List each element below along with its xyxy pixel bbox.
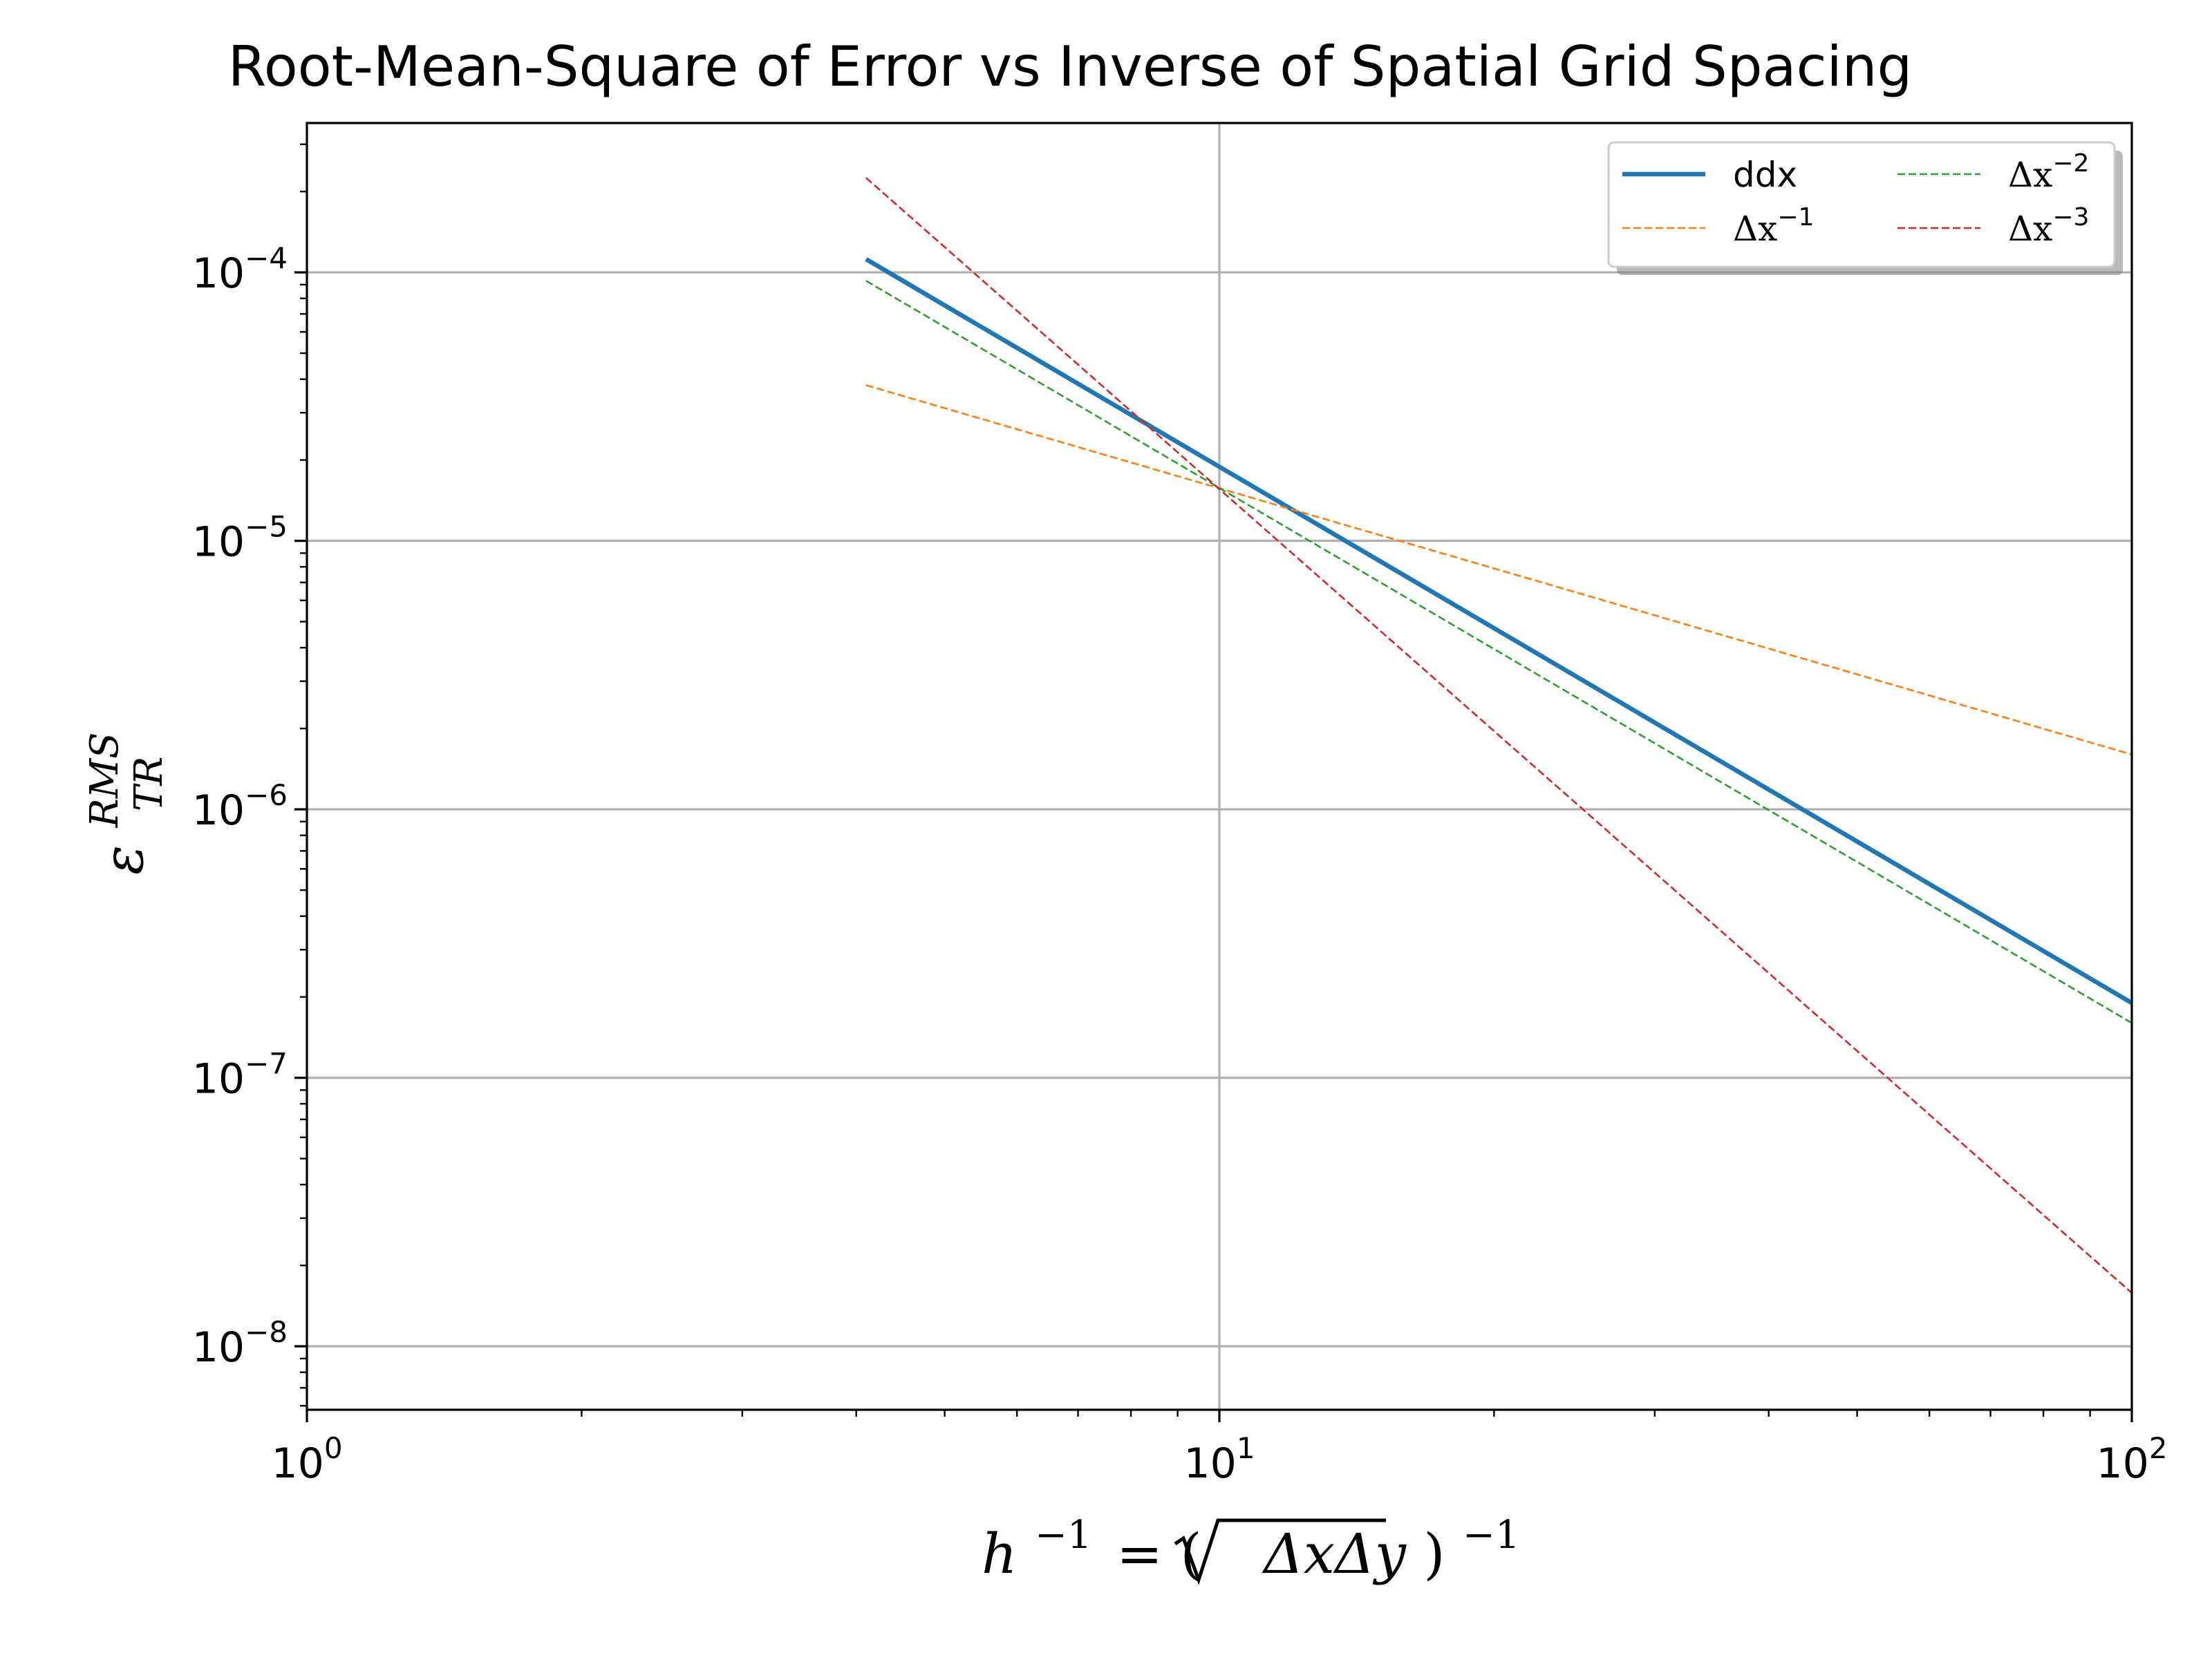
legend-label-exp-3: −3 [2052, 203, 2089, 232]
series-line-3 [865, 177, 2133, 1294]
y-tick-label-base-2: 10 [192, 786, 245, 835]
x-axis-label-exp: −1 [1463, 1513, 1520, 1558]
y-tick-label-base-0: 10 [192, 1323, 245, 1372]
y-axis-label-epsilon: ε [91, 845, 156, 875]
y-tick-label-3: 10−5 [192, 510, 288, 567]
x-tick-label-base-0: 10 [271, 1439, 324, 1488]
x-axis-label: h −1 = ( ΔxΔy ) −1 [982, 1513, 1520, 1586]
y-tick-label-base-4: 10 [192, 249, 245, 298]
series-line-2 [865, 280, 2133, 1024]
legend-label-base-0: ddx [1733, 155, 1797, 195]
legend-label-1: Δx−1 [1733, 203, 1814, 249]
y-tick-label-1: 10−7 [192, 1047, 288, 1104]
sqrt-sign [1174, 1518, 1386, 1585]
y-tick-label-2: 10−6 [192, 778, 288, 835]
chart-title: Root-Mean-Square of Error vs Inverse of … [228, 35, 1913, 99]
y-axis-label-sup: RMS [82, 733, 127, 829]
x-tick-label-base-1: 10 [1183, 1439, 1236, 1488]
y-tick-label-exp-1: −7 [245, 1047, 288, 1081]
y-tick-label-4: 10−4 [192, 241, 288, 298]
legend-label-base-3: Δx [2008, 209, 2052, 249]
x-axis-label-radicand: ΔxΔy [1262, 1522, 1407, 1586]
x-axis-label-close: ) [1423, 1522, 1445, 1586]
y-tick-label-0: 10−8 [192, 1315, 288, 1372]
legend-label-exp-1: −1 [1777, 203, 1814, 232]
legend-label-base-2: Δx [2008, 155, 2052, 195]
y-tick-label-exp-2: −6 [245, 778, 288, 812]
x-tick-label-exp-0: 0 [324, 1431, 343, 1465]
x-tick-label-exp-1: 1 [1237, 1431, 1255, 1465]
x-tick-label-base-2: 10 [2096, 1439, 2148, 1488]
x-tick-label-2: 102 [2096, 1431, 2167, 1488]
legend-label-2: Δx−2 [2008, 149, 2089, 195]
series-line-0 [865, 257, 2133, 1005]
svg-text:ε RMS TR: ε RMS TR [66, 715, 171, 875]
y-tick-label-exp-4: −4 [245, 241, 288, 275]
x-tick-label-exp-2: 2 [2149, 1431, 2168, 1465]
y-axis-label-sub: TR [126, 757, 171, 812]
y-tick-label-base-3: 10 [192, 518, 245, 567]
y-tick-label-exp-0: −8 [245, 1315, 288, 1349]
x-axis-label-h-exp: −1 [1035, 1513, 1092, 1558]
legend-label-0: ddx [1733, 155, 1797, 195]
y-axis-label: ε RMS TR [66, 715, 171, 875]
legend-label-base-1: Δx [1733, 209, 1777, 249]
x-tick-label-1: 101 [1183, 1431, 1255, 1488]
legend-label-3: Δx−3 [2008, 203, 2089, 249]
y-tick-label-exp-3: −5 [245, 510, 288, 544]
legend-label-exp-2: −2 [2052, 149, 2089, 178]
series-line-1 [865, 384, 2133, 756]
legend-box [1607, 141, 2116, 268]
x-axis-label-h: h [982, 1522, 1018, 1586]
x-tick-label-0: 100 [271, 1431, 342, 1488]
y-tick-label-base-1: 10 [192, 1055, 245, 1104]
